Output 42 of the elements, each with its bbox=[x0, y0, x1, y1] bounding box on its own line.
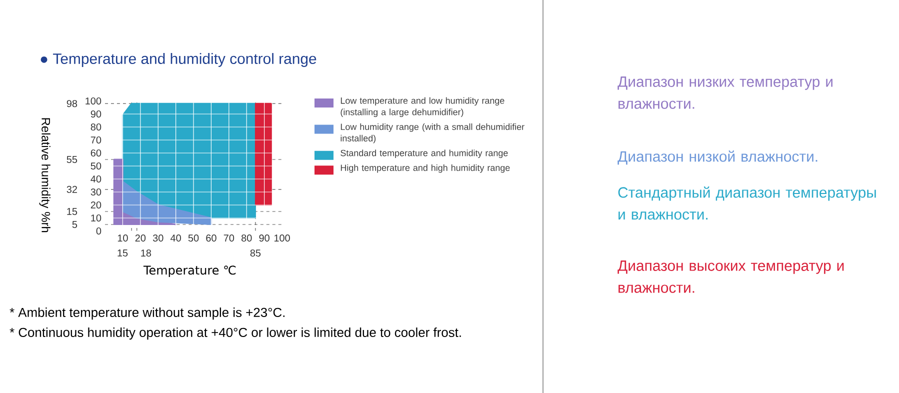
ref-line-label: 98 bbox=[66, 100, 78, 108]
legend-label: High temperature and high humidity range bbox=[340, 164, 510, 173]
y-tick-label: 40 bbox=[90, 175, 102, 183]
y-tick-label: 0 bbox=[96, 227, 102, 235]
x-tick-label: 80 bbox=[242, 234, 252, 242]
y-tick-label: 20 bbox=[90, 201, 102, 209]
x-tick-label: 20 bbox=[135, 234, 146, 242]
ref-line-label: 55 bbox=[66, 156, 78, 163]
ref-line-label: 85 bbox=[250, 250, 261, 257]
y-tick-label: 60 bbox=[90, 149, 102, 157]
ref-line-label: 5 bbox=[72, 221, 78, 228]
x-tick-label: 40 bbox=[170, 234, 181, 242]
y-tick-label: 80 bbox=[90, 123, 102, 131]
x-tick-label: 50 bbox=[188, 234, 199, 242]
x-tick-label: 60 bbox=[206, 234, 216, 242]
ref-line-label: 15 bbox=[67, 208, 78, 215]
text: Стандартный диапазон температуры и влажности. bbox=[618, 186, 876, 220]
y-tick-label: 90 bbox=[90, 110, 102, 118]
y-tick-label: 30 bbox=[90, 188, 102, 196]
legend-label: Low temperature and low humidity range (installing a large dehumidifier) bbox=[340, 97, 504, 118]
text: * Ambient temperature without sample is +23°C. bbox=[10, 308, 285, 320]
y-tick-label: 70 bbox=[90, 136, 102, 144]
ref-line-label: 32 bbox=[66, 186, 77, 193]
legend-label: Low humidity range (with a small dehumidifier installed) bbox=[340, 123, 524, 144]
chart-title: ● Temperature and humidity control range bbox=[40, 53, 316, 67]
y-tick-label: 10 bbox=[91, 214, 102, 222]
x-tick-label: 100 bbox=[274, 234, 290, 242]
x-tick-label: 70 bbox=[224, 234, 234, 242]
ref-line-label: 15 bbox=[118, 250, 128, 256]
ref-line-label: 18 bbox=[141, 250, 152, 257]
y-tick-label: 100 bbox=[86, 97, 102, 105]
y-tick-label: 50 bbox=[90, 162, 102, 170]
y-axis-title: Relative humidity %rh bbox=[39, 118, 50, 232]
text: Диапазон низкой влажности. bbox=[618, 150, 818, 165]
text: Диапазон высоких температур и влажности. bbox=[618, 260, 844, 293]
x-tick-label: 30 bbox=[152, 234, 164, 242]
x-tick-label: 10 bbox=[118, 234, 128, 242]
text: * Continuous humidity operation at +40°C or lower is limited due to cooler frost. bbox=[10, 328, 461, 340]
x-axis-title: Temperature ℃ bbox=[143, 266, 236, 277]
legend-label: Standard temperature and humidity range bbox=[340, 150, 508, 158]
x-tick-label: 90 bbox=[259, 234, 270, 242]
text: Диапазон низких температур и влажности. bbox=[618, 76, 832, 109]
